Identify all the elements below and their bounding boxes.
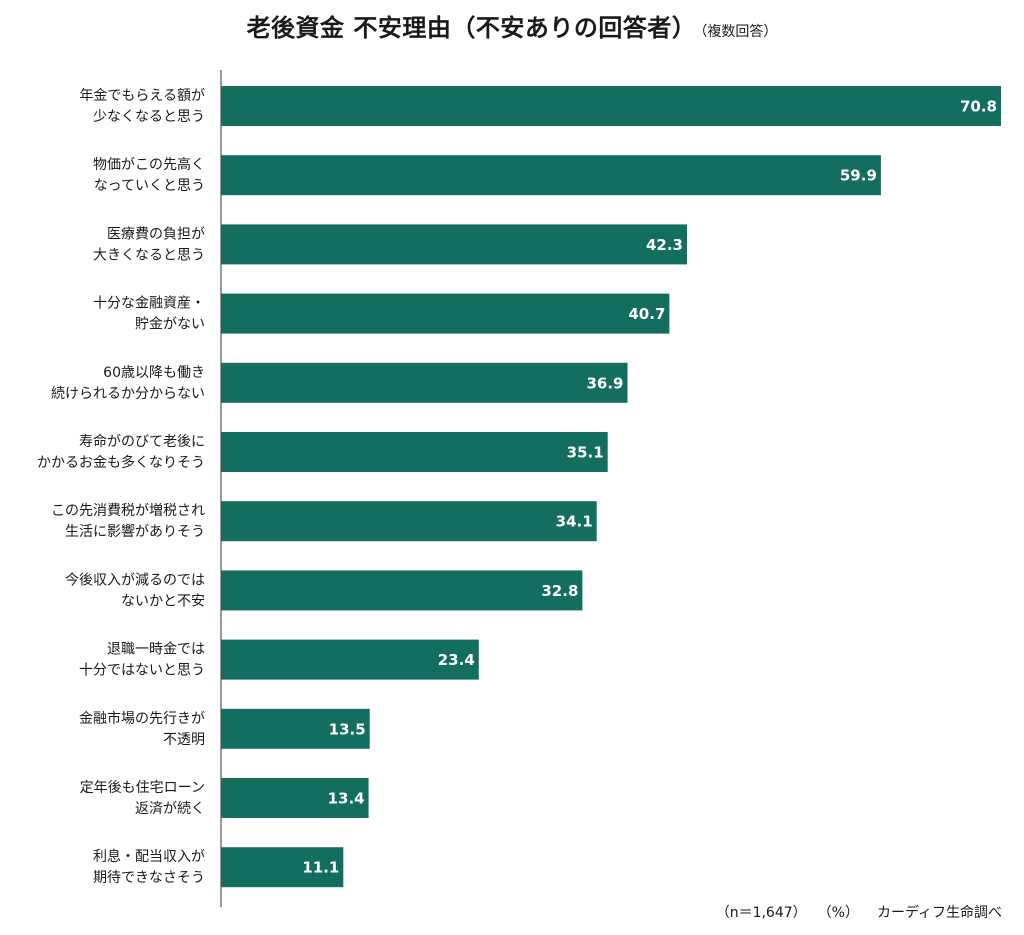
bar-1 [221,86,1001,126]
category-label-2-line-1: 物価がこの先高く [93,156,205,173]
bar-2 [221,155,881,196]
category-label-11-line-1: 定年後も住宅ローン [80,780,205,796]
value-label-5: 36.9 [586,374,623,392]
category-label-6-line-2: かかるお金も多くなりそう [37,454,205,471]
unit-note: （%） [824,905,859,921]
source-note: カーディフ生命調べ [876,905,1002,921]
value-label-4: 40.7 [628,305,665,323]
chart-subtitle: （複数回答） [700,24,778,40]
category-label-10-line-1: 金融市場の先行きが [79,710,205,727]
bar-4 [221,293,670,334]
category-label-7-line-2: 生活に影響がありそう [65,523,205,540]
bar-8 [221,570,583,611]
category-label-5-line-1: 60歳以降も働き [103,365,205,381]
bar-10 [221,708,370,749]
category-label-2-line-2: なっていくと思う [94,178,205,194]
category-label-6-line-1: 寿命がのびて老後に [79,433,205,450]
category-label-12-line-2: 期待できなさそう [93,870,205,886]
value-label-12: 11.1 [302,859,339,877]
value-label-1: 70.8 [960,98,997,116]
bar-3 [221,224,687,265]
value-label-2: 59.9 [840,167,877,185]
category-label-1-line-1: 年金でもらえる額が [79,88,205,104]
category-label-9-line-1: 退職一時金では [107,642,205,658]
value-label-7: 34.1 [556,513,593,531]
category-label-10-line-2: 不透明 [163,732,205,748]
category-label-3-line-2: 大きくなると思う [93,247,205,263]
chart-title: 老後資金 不安理由（不安ありの回答者） [246,14,697,42]
sample-size-note: （n＝1,647） [715,905,807,921]
value-label-9: 23.4 [438,651,475,669]
category-label-3-line-1: 医療費の負担が [107,225,205,242]
bar-5 [221,362,628,403]
value-label-6: 35.1 [567,444,604,462]
category-label-7-line-1: この先消費税が増税され [51,503,205,519]
category-label-9-line-2: 十分ではないと思う [79,663,205,679]
category-label-1-line-2: 少なくなると思う [93,109,205,125]
category-label-12-line-1: 利息・配当収入が [93,848,205,865]
value-label-8: 32.8 [541,582,578,600]
value-label-11: 13.4 [328,790,365,808]
bar-7 [221,501,597,542]
chart-footer: （n＝1,647） （%） カーディフ生命調べ [716,902,1002,922]
category-label-4-line-1: 十分な金融資産・ [93,296,205,312]
category-label-8-line-1: 今後収入が減るのでは [65,571,205,588]
bar-6 [221,432,608,472]
value-label-10: 13.5 [329,720,366,738]
bar-11 [221,778,369,818]
bar-9 [221,639,479,680]
category-label-5-line-2: 続けられるか分からない [51,385,205,402]
category-label-8-line-2: ないかと不安 [121,593,205,609]
title-block: 老後資金 不安理由（不安ありの回答者） （複数回答） [0,8,1024,43]
bar-12 [221,847,344,888]
value-label-3: 42.3 [646,236,683,254]
category-label-11-line-2: 返済が続く [135,800,205,817]
category-label-4-line-2: 貯金がない [135,317,205,333]
